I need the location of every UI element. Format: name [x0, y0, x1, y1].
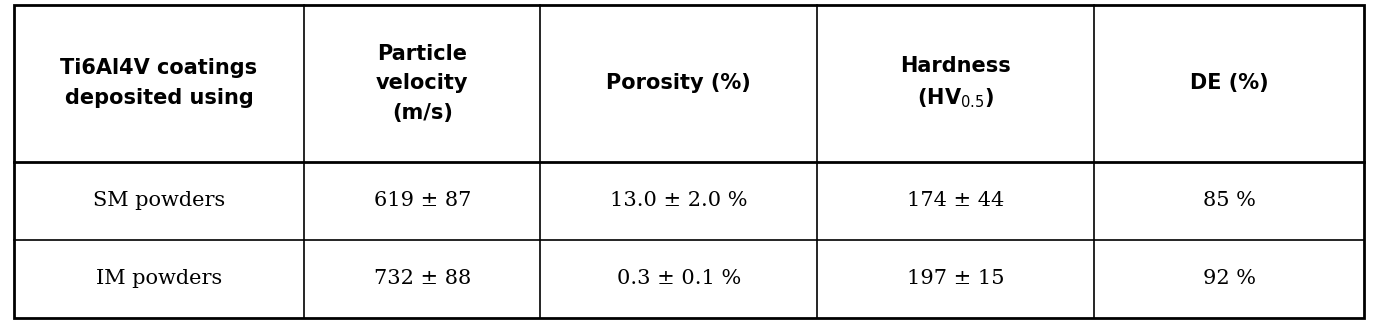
Text: 619 ± 87: 619 ± 87: [373, 191, 471, 210]
Text: 197 ± 15: 197 ± 15: [907, 269, 1005, 288]
Text: 0.3 ± 0.1 %: 0.3 ± 0.1 %: [617, 269, 741, 288]
Text: Hardness
(HV$_{0.5}$): Hardness (HV$_{0.5}$): [900, 56, 1011, 110]
Text: 732 ± 88: 732 ± 88: [373, 269, 471, 288]
Text: SM powders: SM powders: [92, 191, 225, 210]
Text: 85 %: 85 %: [1203, 191, 1255, 210]
Text: Ti6Al4V coatings
deposited using: Ti6Al4V coatings deposited using: [61, 58, 258, 108]
Text: Porosity (%): Porosity (%): [606, 73, 751, 93]
Text: Particle
velocity
(m/s): Particle velocity (m/s): [376, 44, 469, 123]
Text: DE (%): DE (%): [1189, 73, 1269, 93]
Text: 92 %: 92 %: [1203, 269, 1255, 288]
Text: 174 ± 44: 174 ± 44: [907, 191, 1005, 210]
Text: 13.0 ± 2.0 %: 13.0 ± 2.0 %: [610, 191, 748, 210]
Text: IM powders: IM powders: [96, 269, 222, 288]
